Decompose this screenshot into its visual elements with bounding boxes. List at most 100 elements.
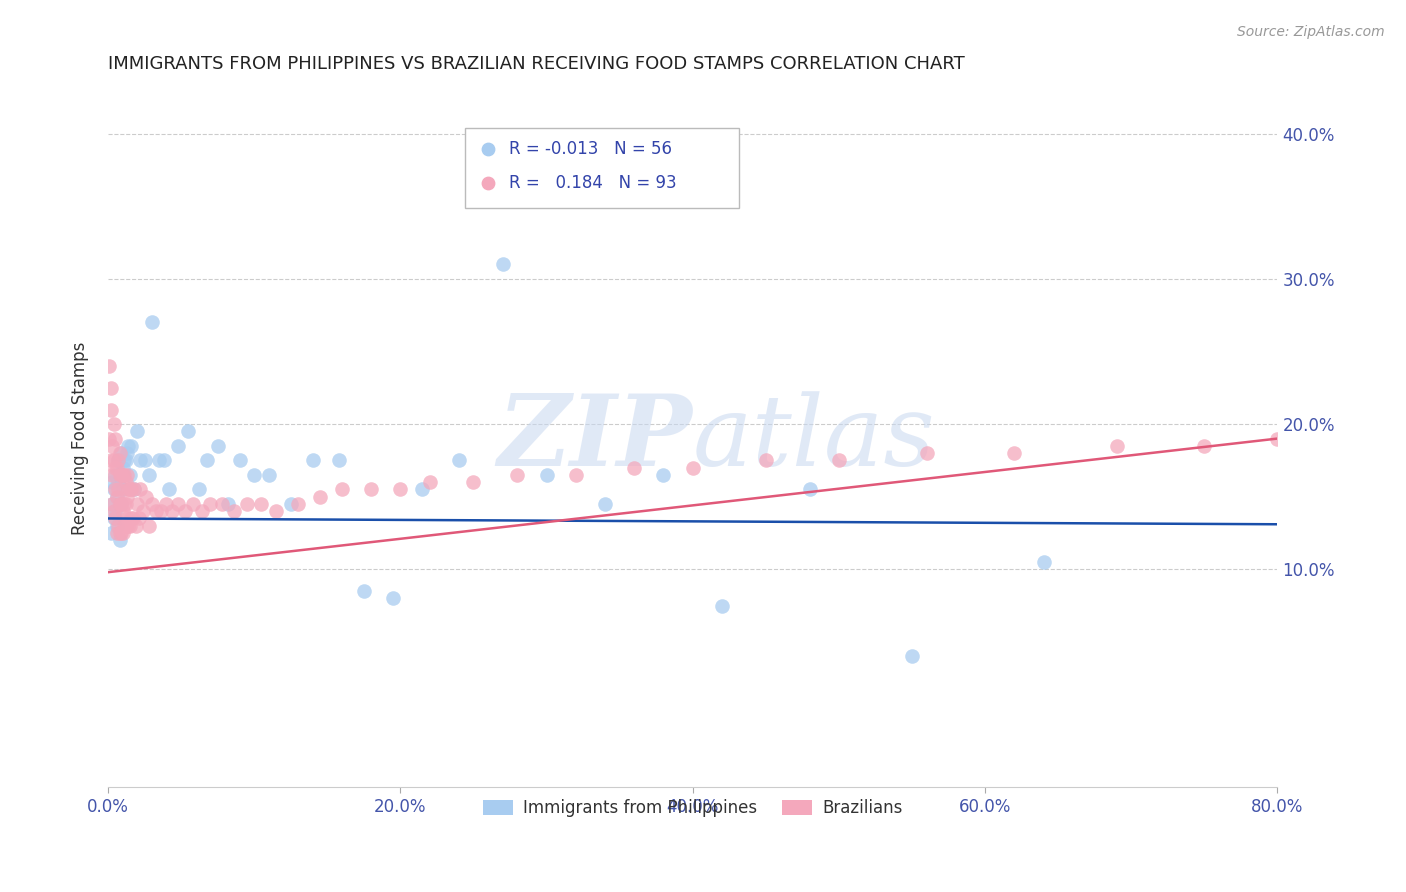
Point bbox=[108, 497, 131, 511]
Point bbox=[110, 467, 132, 482]
Point bbox=[100, 526, 122, 541]
Point bbox=[536, 467, 558, 482]
Point bbox=[222, 504, 245, 518]
Point bbox=[114, 475, 136, 490]
Point bbox=[120, 483, 142, 497]
Text: IMMIGRANTS FROM PHILIPPINES VS BRAZILIAN RECEIVING FOOD STAMPS CORRELATION CHART: IMMIGRANTS FROM PHILIPPINES VS BRAZILIAN… bbox=[108, 55, 965, 73]
Point bbox=[181, 497, 204, 511]
Point bbox=[132, 504, 155, 518]
Point bbox=[104, 504, 127, 518]
Point bbox=[105, 518, 128, 533]
Point bbox=[200, 497, 222, 511]
Point bbox=[108, 526, 131, 541]
Point bbox=[828, 453, 851, 467]
Point bbox=[138, 518, 160, 533]
Point bbox=[118, 483, 141, 497]
Point bbox=[1194, 439, 1216, 453]
Point bbox=[104, 483, 127, 497]
Point bbox=[411, 483, 433, 497]
Point bbox=[112, 467, 135, 482]
Point bbox=[104, 467, 127, 482]
Point bbox=[101, 497, 124, 511]
Point bbox=[652, 467, 675, 482]
Point bbox=[330, 483, 353, 497]
Point bbox=[120, 511, 142, 525]
Legend: Immigrants from Philippines, Brazilians: Immigrants from Philippines, Brazilians bbox=[477, 793, 910, 824]
Point bbox=[382, 591, 405, 606]
Point bbox=[111, 467, 134, 482]
Point bbox=[1105, 439, 1128, 453]
Point bbox=[107, 453, 129, 467]
Point bbox=[187, 483, 209, 497]
Point bbox=[901, 649, 924, 664]
Text: R =   0.184   N = 93: R = 0.184 N = 93 bbox=[509, 174, 676, 192]
Point bbox=[121, 511, 143, 525]
Point bbox=[103, 504, 125, 518]
Text: Source: ZipAtlas.com: Source: ZipAtlas.com bbox=[1237, 25, 1385, 39]
Point bbox=[1384, 427, 1406, 442]
Point bbox=[152, 453, 174, 467]
Point bbox=[564, 467, 586, 482]
Point bbox=[623, 460, 645, 475]
Point bbox=[98, 432, 121, 446]
Point bbox=[129, 453, 152, 467]
Point bbox=[1002, 446, 1025, 460]
Point bbox=[110, 497, 132, 511]
Point bbox=[98, 359, 121, 373]
Point bbox=[120, 439, 142, 453]
Point bbox=[419, 475, 441, 490]
Point bbox=[506, 467, 529, 482]
Point bbox=[107, 453, 129, 467]
Point bbox=[211, 497, 233, 511]
Point bbox=[112, 497, 135, 511]
Point bbox=[243, 467, 266, 482]
Point bbox=[115, 446, 138, 460]
Point bbox=[107, 518, 129, 533]
Point bbox=[190, 504, 212, 518]
Point bbox=[145, 504, 167, 518]
Point bbox=[492, 257, 515, 271]
Point bbox=[447, 453, 470, 467]
Point bbox=[682, 460, 704, 475]
Point bbox=[101, 467, 124, 482]
Point bbox=[108, 446, 131, 460]
Point bbox=[127, 425, 149, 439]
Point bbox=[111, 483, 134, 497]
Point bbox=[127, 497, 149, 511]
Point bbox=[103, 483, 125, 497]
Point bbox=[149, 504, 172, 518]
Point bbox=[114, 453, 136, 467]
Point bbox=[155, 497, 177, 511]
Point bbox=[250, 497, 273, 511]
Point bbox=[309, 490, 332, 504]
Point bbox=[110, 497, 132, 511]
Point bbox=[125, 518, 148, 533]
Point bbox=[148, 453, 170, 467]
Point bbox=[124, 483, 146, 497]
Point bbox=[118, 467, 141, 482]
Point bbox=[100, 402, 122, 417]
Point bbox=[287, 497, 309, 511]
Point bbox=[105, 490, 128, 504]
Point bbox=[104, 460, 127, 475]
Point bbox=[799, 483, 821, 497]
Point bbox=[141, 497, 163, 511]
Point bbox=[360, 483, 382, 497]
Point bbox=[115, 511, 138, 525]
Point bbox=[167, 439, 190, 453]
Point bbox=[463, 475, 485, 490]
Point bbox=[915, 446, 938, 460]
Point bbox=[108, 533, 131, 548]
Point bbox=[104, 511, 127, 525]
Point bbox=[118, 518, 141, 533]
Point bbox=[353, 584, 375, 599]
Point bbox=[107, 475, 129, 490]
Point bbox=[755, 453, 778, 467]
Point bbox=[280, 497, 302, 511]
Point bbox=[110, 446, 132, 460]
Point bbox=[110, 526, 132, 541]
Point bbox=[101, 475, 124, 490]
Point bbox=[177, 425, 200, 439]
Point bbox=[111, 526, 134, 541]
Point bbox=[101, 497, 124, 511]
